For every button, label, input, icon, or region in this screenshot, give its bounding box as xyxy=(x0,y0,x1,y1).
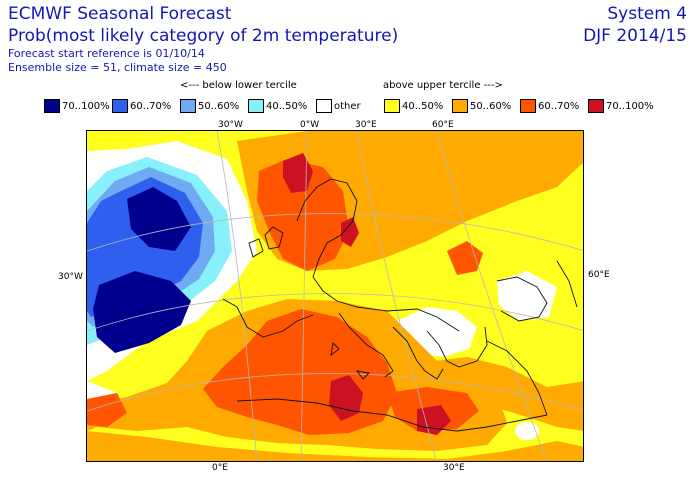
legend-item: 40..50% xyxy=(248,98,307,114)
top-axis-label: 60°E xyxy=(432,120,454,130)
legend-swatch xyxy=(44,99,60,113)
legend: 70..100% 60..70% 50..60% 40..50% other 4… xyxy=(0,98,697,116)
legend-label: 40..50% xyxy=(402,100,444,112)
white-region xyxy=(497,271,557,321)
legend-item: 50..60% xyxy=(452,98,511,114)
legend-item: other xyxy=(316,98,361,114)
legend-swatch xyxy=(384,99,400,113)
legend-label: 50..60% xyxy=(470,100,512,112)
map-canvas xyxy=(87,131,583,461)
dark-red-region xyxy=(341,217,359,247)
legend-item: 70..100% xyxy=(588,98,654,114)
probability-map xyxy=(86,130,584,462)
bottom-axis-label: 0°E xyxy=(212,463,228,473)
legend-swatch xyxy=(316,99,332,113)
top-axis-label: 0°W xyxy=(300,120,320,130)
legend-item: 60..70% xyxy=(520,98,579,114)
red-orange-region xyxy=(447,241,483,275)
dark-blue-region xyxy=(93,271,191,353)
orange-region xyxy=(87,431,583,461)
legend-item: 70..100% xyxy=(44,98,110,114)
legend-item: 50..60% xyxy=(180,98,239,114)
legend-label: 70..100% xyxy=(62,100,110,112)
legend-swatch xyxy=(180,99,196,113)
legend-label: 40..50% xyxy=(266,100,308,112)
graticule xyxy=(87,131,583,461)
legend-label: other xyxy=(334,100,361,112)
season: DJF 2014/15 xyxy=(583,26,687,46)
legend-swatch xyxy=(588,99,604,113)
white-region xyxy=(515,422,539,440)
legend-label: 60..70% xyxy=(538,100,580,112)
above-tercile-label: above upper tercile ---> xyxy=(383,80,503,91)
title: ECMWF Seasonal Forecast xyxy=(8,4,232,24)
bottom-axis-label: 30°E xyxy=(443,463,465,473)
legend-swatch xyxy=(112,99,128,113)
legend-label: 60..70% xyxy=(130,100,172,112)
system-name: System 4 xyxy=(607,4,687,24)
dark-red-region xyxy=(329,375,363,421)
subtitle: Prob(most likely category of 2m temperat… xyxy=(8,26,399,46)
coastlines xyxy=(222,178,578,432)
legend-label: 70..100% xyxy=(606,100,654,112)
legend-swatch xyxy=(520,99,536,113)
below-tercile-label: <--- below lower tercile xyxy=(180,80,297,91)
legend-item: 60..70% xyxy=(112,98,171,114)
legend-label: 50..60% xyxy=(198,100,240,112)
legend-swatch xyxy=(452,99,468,113)
legend-swatch xyxy=(248,99,264,113)
ensemble-size: Ensemble size = 51, climate size = 450 xyxy=(8,61,227,74)
dark-red-region xyxy=(283,153,313,193)
orange-region xyxy=(417,357,583,431)
top-axis-label: 30°W xyxy=(218,120,243,130)
forecast-reference: Forecast start reference is 01/10/14 xyxy=(8,47,205,60)
left-axis-label: 30°W xyxy=(58,272,83,282)
right-axis-label: 60°E xyxy=(588,270,610,280)
legend-item: 40..50% xyxy=(384,98,443,114)
top-axis-label: 30°E xyxy=(355,120,377,130)
